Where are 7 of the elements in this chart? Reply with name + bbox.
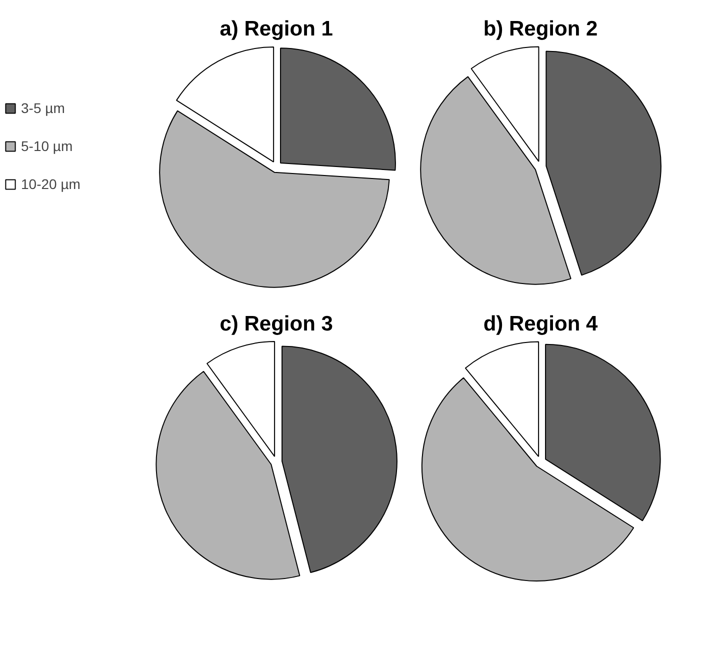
chart-title: a) Region 1 [220,18,334,41]
chart-title: b) Region 2 [483,18,598,41]
legend-label: 10-20 µm [21,176,80,192]
legend-label: 3-5 µm [21,100,65,116]
chart-title: d) Region 4 [483,312,598,336]
chart-title: c) Region 3 [220,312,333,336]
legend-label: 5-10 µm [21,138,73,154]
